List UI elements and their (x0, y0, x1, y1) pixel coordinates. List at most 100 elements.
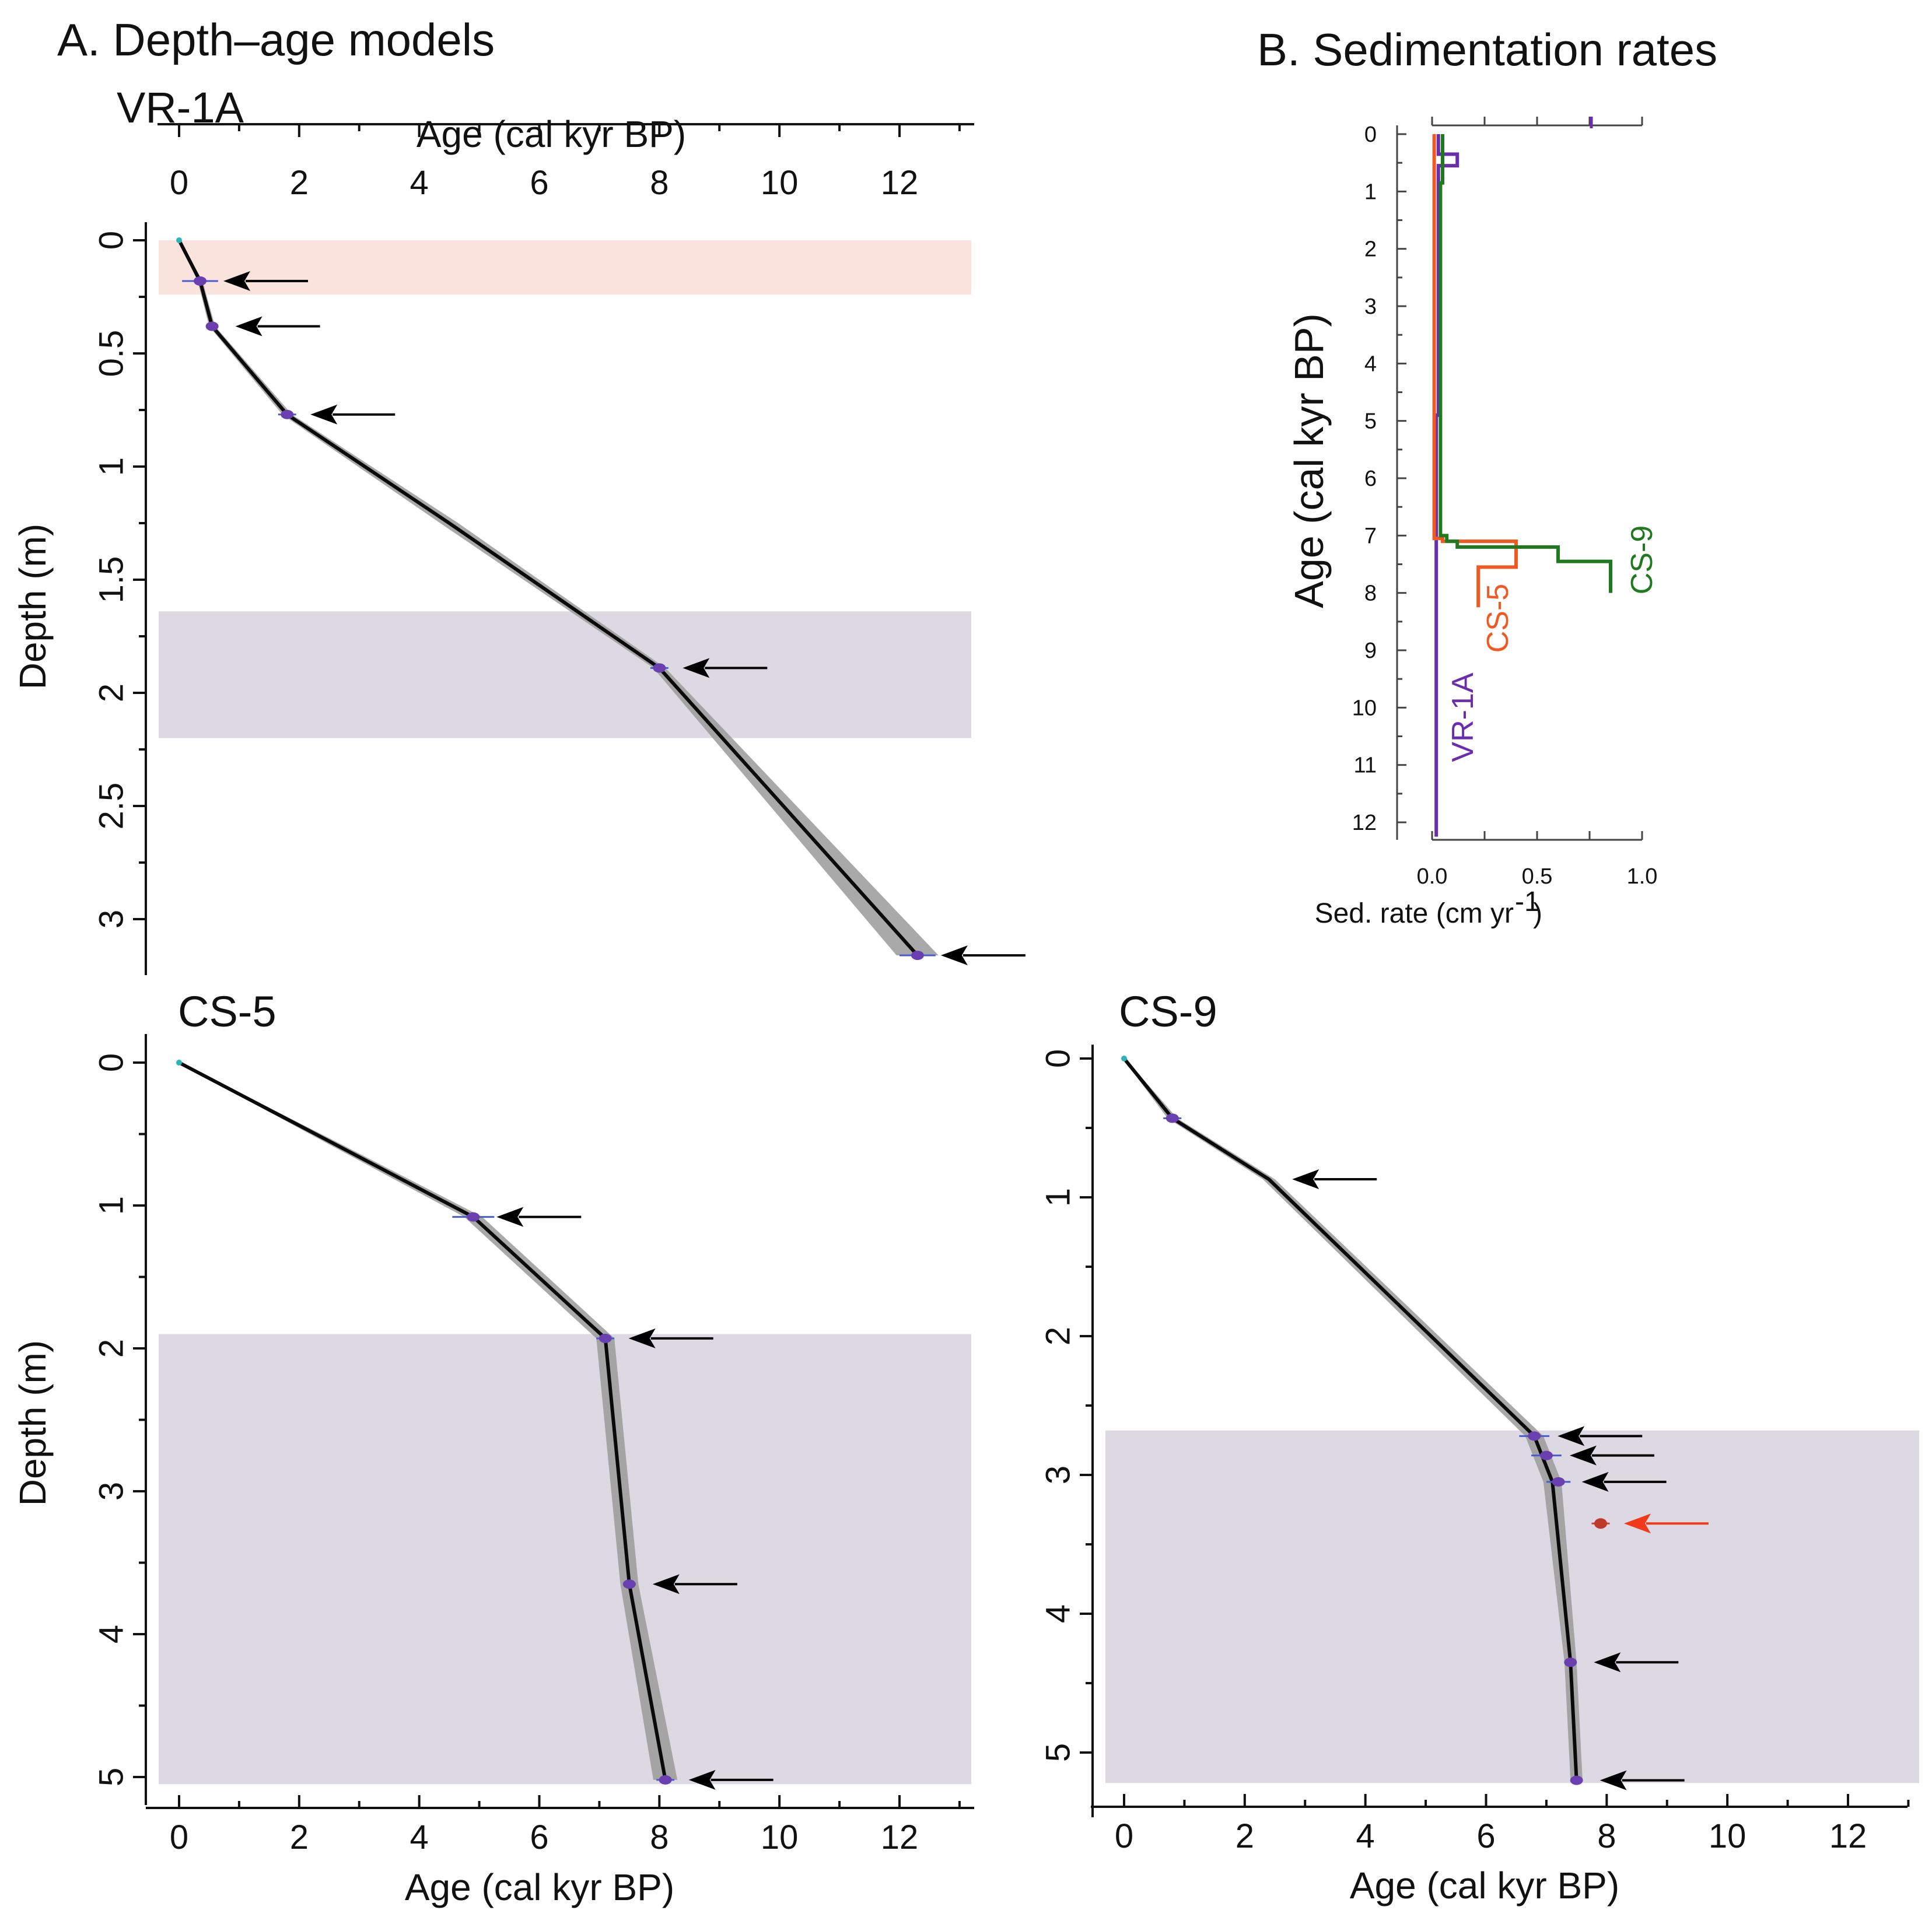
cs9-y-tick-label: 4 (1039, 1604, 1077, 1623)
cs5-x-tick-label: 2 (290, 1818, 309, 1856)
sedrate-y-tick-label: 0 (1364, 122, 1377, 147)
cs9-x-tick-label: 2 (1236, 1817, 1254, 1855)
cs5-date-point (467, 1212, 480, 1222)
cs5-date-arrow-head (496, 1207, 524, 1227)
vr1a-y-tick-label: 3 (92, 910, 130, 928)
sedrate-series-label: VR-1A (1446, 672, 1480, 762)
sedrate-y-tick-label: 9 (1364, 639, 1377, 663)
cs9-y-tick-label: 0 (1039, 1049, 1077, 1068)
core-title-cs9: CS-9 (1119, 987, 1217, 1036)
cs9-date-arrow-head (1594, 1652, 1621, 1673)
xlabel-sedrate-superscript: -1 (1515, 886, 1540, 917)
vr1a-x-tick-label: 2 (290, 164, 309, 202)
sedrate-x-tick-label: 1.0 (1627, 864, 1658, 889)
vr1a-y-tick-label: 1 (92, 457, 130, 476)
core-title-cs5: CS-5 (178, 987, 276, 1036)
vr1a-date-point (281, 409, 294, 419)
cs9-surface-point (1121, 1056, 1127, 1061)
sedrate-series-label: CS-5 (1481, 584, 1515, 653)
cs5-x-tick-label: 0 (170, 1818, 188, 1856)
vr1a-date-point (194, 276, 207, 286)
cs9-date-point (1570, 1775, 1583, 1785)
sedrate-series-cs5 (1432, 134, 1518, 608)
cs5-date-point (659, 1775, 672, 1785)
sedrate-y-tick-label: 3 (1364, 295, 1377, 319)
sedrate-series-vr1a (1434, 134, 1460, 837)
cs9-date-point (1528, 1431, 1541, 1441)
cs9-date-point (1564, 1657, 1577, 1667)
cs5-y-tick-label: 4 (92, 1625, 130, 1643)
cs5-shaded-band-0 (159, 1334, 971, 1785)
vr1a-y-tick-label: 1.5 (92, 556, 130, 604)
cs9-y-tick-label: 2 (1039, 1327, 1077, 1345)
title-sed-rates: B. Sedimentation rates (1257, 24, 1717, 75)
cs5-age-model-line (178, 1061, 667, 1781)
vr1a-shaded-band-1 (159, 611, 971, 738)
vr1a-date-point (911, 951, 924, 961)
sedrate-y-tick-label: 8 (1364, 581, 1377, 606)
sedrate-series-cs9 (1438, 134, 1612, 593)
cs9-outlier-arrow-head (1623, 1513, 1651, 1534)
cs5-date-arrow-head (652, 1574, 680, 1594)
cs5-date-point (622, 1579, 636, 1589)
cs9-outlier-point (1594, 1518, 1607, 1529)
cs5-x-tick-label: 10 (761, 1818, 799, 1856)
cs5-x-tick-label: 4 (410, 1818, 429, 1856)
xlabel-cs9: Age (cal kyr BP) (1350, 1865, 1619, 1907)
sedrate-y-tick-label: 12 (1352, 811, 1377, 835)
vr1a-x-tick-label: 10 (761, 164, 799, 202)
cs5-y-tick-label: 1 (92, 1196, 130, 1215)
vr1a-x-tick-label: 12 (881, 164, 919, 202)
sedrate-x-tick-label: 0.0 (1417, 864, 1448, 889)
cs9-x-tick-label: 10 (1709, 1817, 1746, 1855)
sedrate-y-tick-label: 5 (1364, 409, 1377, 434)
vr1a-date-arrow-head (223, 271, 251, 291)
xlabel-vr1a: Age (cal kyr BP) (416, 113, 686, 155)
sedrate-y-tick-label: 1 (1364, 180, 1377, 204)
ylabel-sedrate: Age (cal kyr BP) (1286, 313, 1332, 608)
sedrate-y-tick-label: 6 (1364, 467, 1377, 491)
vr1a-surface-point (176, 237, 182, 243)
cs9-date-arrow-head (1558, 1426, 1585, 1446)
cs9-date-arrow-head (1600, 1770, 1627, 1790)
cs5-x-tick-label: 8 (650, 1818, 668, 1856)
cs5-x-tick-label: 6 (530, 1818, 548, 1856)
cs9-date-arrow-head (1569, 1445, 1597, 1466)
sedrate-y-tick-label: 11 (1354, 754, 1377, 778)
cs5-date-arrow-head (628, 1328, 656, 1348)
panel-sedrate: Age (cal kyr BP) Sed. rate (cm yr -1 ) 0… (1286, 117, 1659, 929)
vr1a-y-tick-label: 2 (92, 684, 130, 702)
vr1a-date-point (653, 663, 666, 673)
sedrate-series-label: CS-9 (1625, 525, 1659, 594)
vr1a-x-tick-label: 4 (410, 164, 429, 202)
cs9-x-tick-label: 4 (1356, 1817, 1375, 1855)
sedrate-y-tick-label: 4 (1364, 352, 1377, 376)
sedrate-x-tick-label: 0.5 (1522, 864, 1553, 889)
vr1a-date-arrow-head (310, 404, 338, 425)
vr1a-x-tick-label: 6 (530, 164, 548, 202)
ylabel-vr1a: Depth (m) (12, 524, 54, 690)
vr1a-x-tick-label: 8 (650, 164, 668, 202)
vr1a-y-tick-label: 2.5 (92, 783, 130, 830)
vr1a-date-arrow-head (235, 316, 262, 337)
sedrate-y-tick-label: 10 (1352, 696, 1377, 720)
cs5-y-tick-label: 5 (92, 1768, 130, 1786)
panel-vr1a: VR-1A Age (cal kyr BP) Depth (m) 00.511.… (12, 83, 1026, 975)
cs5-x-tick-label: 12 (881, 1818, 919, 1856)
cs9-y-tick-label: 3 (1039, 1466, 1077, 1484)
cs9-date-point (1166, 1113, 1179, 1123)
cs9-y-tick-label: 1 (1039, 1188, 1077, 1207)
cs5-date-arrow-head (688, 1769, 716, 1790)
title-depth-age: A. Depth–age models (57, 14, 495, 65)
cs9-date-arrow-head (1292, 1169, 1320, 1190)
vr1a-x-tick-label: 0 (170, 164, 188, 202)
cs9-shaded-band-0 (1105, 1430, 1919, 1783)
cs9-x-tick-label: 6 (1476, 1817, 1495, 1855)
cs5-date-point (598, 1333, 612, 1343)
vr1a-y-tick-label: 0.5 (92, 330, 130, 377)
cs5-surface-point (176, 1060, 182, 1066)
xlabel-cs5: Age (cal kyr BP) (405, 1866, 674, 1908)
